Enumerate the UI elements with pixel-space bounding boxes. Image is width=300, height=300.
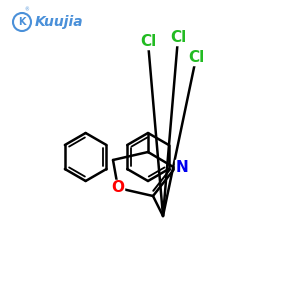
Text: Kuujia: Kuujia: [35, 15, 84, 29]
Text: Cl: Cl: [188, 50, 204, 65]
Text: N: N: [176, 160, 188, 175]
Text: ®: ®: [24, 7, 29, 12]
Text: K: K: [18, 17, 26, 27]
Text: Cl: Cl: [170, 31, 186, 46]
Text: Cl: Cl: [140, 34, 156, 50]
Text: O: O: [112, 181, 124, 196]
